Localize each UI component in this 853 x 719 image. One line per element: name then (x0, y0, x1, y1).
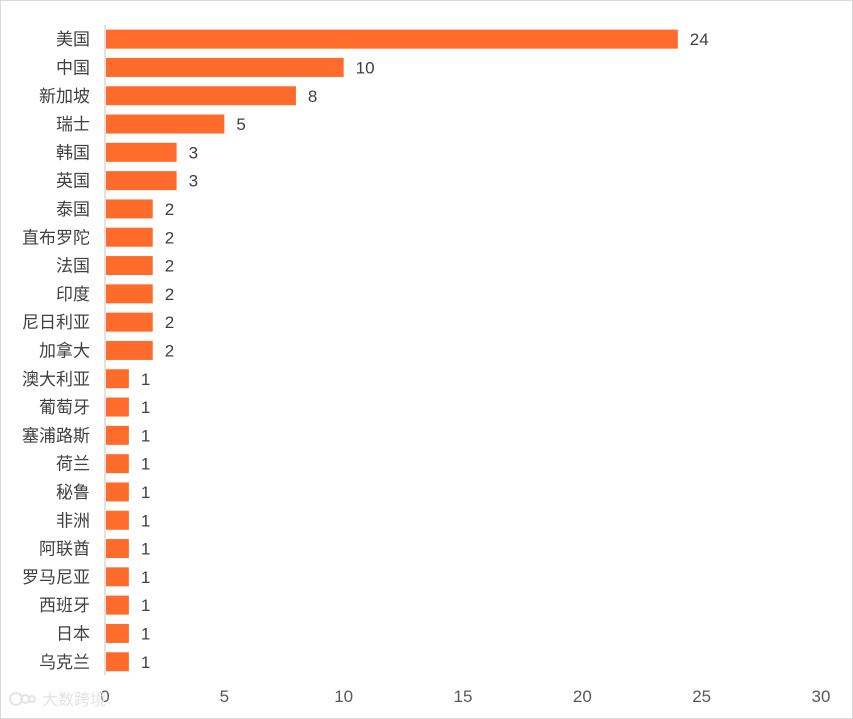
bar (106, 284, 153, 304)
category-label: 日本 (56, 624, 90, 643)
bar (106, 425, 129, 445)
category-label: 乌克兰 (39, 653, 90, 672)
category-label: 瑞士 (56, 115, 90, 134)
category-label: 加拿大 (39, 340, 90, 360)
data-label: 2 (165, 285, 174, 304)
data-label: 1 (141, 398, 150, 417)
data-label: 1 (141, 596, 150, 615)
bar (106, 256, 153, 276)
bar (106, 312, 153, 332)
category-label: 韩国 (56, 143, 90, 162)
data-label: 10 (356, 58, 375, 77)
data-label: 1 (141, 511, 150, 530)
data-label: 5 (236, 115, 245, 134)
data-label: 8 (308, 87, 317, 106)
bar (106, 340, 153, 360)
data-label: 1 (141, 370, 150, 389)
watermark: 大数跨境 (8, 686, 106, 710)
bar (106, 142, 177, 162)
x-tick-label: 20 (573, 687, 592, 706)
data-label: 1 (141, 540, 150, 559)
data-label: 1 (141, 624, 150, 643)
x-tick-label: 10 (334, 687, 353, 706)
bar (106, 57, 344, 77)
bar (106, 652, 129, 672)
logo-icon (9, 692, 36, 706)
bar (106, 539, 129, 559)
category-label: 法国 (56, 257, 90, 276)
category-label: 印度 (56, 285, 90, 304)
bar (106, 595, 129, 615)
bar (106, 114, 225, 134)
category-label: 荷兰 (56, 455, 90, 474)
category-label: 美国 (56, 30, 90, 49)
data-label: 3 (189, 143, 198, 162)
data-label: 2 (165, 257, 174, 276)
category-label: 阿联酋 (39, 540, 90, 559)
bar (106, 454, 129, 474)
category-label: 罗马尼亚 (22, 568, 90, 587)
category-label: 澳大利亚 (22, 370, 90, 389)
data-label: 2 (165, 313, 174, 332)
data-label: 2 (165, 341, 174, 360)
bar (106, 369, 129, 389)
data-label: 2 (165, 228, 174, 247)
bar (106, 86, 296, 106)
bar (106, 397, 129, 417)
bar (106, 29, 678, 49)
bar (106, 510, 129, 530)
x-tick-label: 5 (220, 687, 229, 706)
category-label: 直布罗陀 (22, 228, 90, 247)
data-label: 24 (690, 30, 709, 49)
bar (106, 623, 129, 643)
category-label: 秘鲁 (56, 483, 90, 502)
data-label: 2 (165, 200, 174, 219)
category-label: 英国 (56, 172, 90, 191)
data-label: 3 (189, 172, 198, 191)
category-label: 非洲 (56, 511, 90, 530)
category-label: 中国 (56, 58, 90, 77)
bar (106, 567, 129, 587)
bar (106, 482, 129, 502)
category-label: 新加坡 (39, 87, 90, 106)
bar (106, 227, 153, 247)
bar (106, 171, 177, 191)
watermark-text: 大数跨境 (42, 692, 107, 709)
x-tick-label: 0 (100, 687, 109, 706)
category-label: 尼日利亚 (22, 313, 90, 332)
bar (106, 199, 153, 219)
category-label: 葡萄牙 (39, 398, 90, 417)
data-label: 1 (141, 653, 150, 672)
data-label: 1 (141, 568, 150, 587)
x-tick-label: 15 (454, 687, 473, 706)
x-tick-label: 30 (812, 687, 831, 706)
category-label: 塞浦路斯 (22, 426, 90, 445)
data-label: 1 (141, 426, 150, 445)
category-label: 泰国 (56, 200, 90, 219)
x-tick-label: 25 (692, 687, 711, 706)
data-label: 1 (141, 483, 150, 502)
category-label: 西班牙 (39, 596, 90, 615)
data-label: 1 (141, 455, 150, 474)
